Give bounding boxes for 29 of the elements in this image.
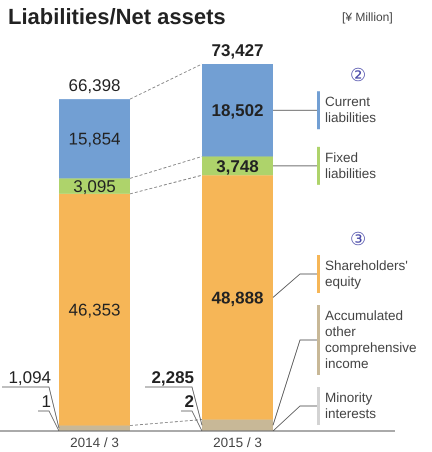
data-label: 3,748 [216,156,259,176]
data-label: 18,502 [212,101,264,120]
annotation: ③ [350,229,366,249]
text: Current liabilities [325,94,376,126]
data-label: 1,094 [8,368,51,387]
text: Minority interests [325,390,376,421]
text: Fixed liabilities [325,150,376,181]
data-label: 46,353 [68,300,120,320]
data-label: 15,854 [68,130,120,149]
chart-subtitle: [¥ Million] [342,10,393,24]
x-tick-label: 2014 / 3 [70,435,119,450]
data-label: 48,888 [212,288,264,308]
annotation: ② [350,65,366,86]
data-label: 1 [42,392,51,411]
bar [59,194,130,426]
text: Shareholders' equity [325,258,408,289]
bar [59,426,130,431]
total-label: 73,427 [212,41,264,60]
bar [202,420,273,431]
x-tick-label: 2015 / 3 [213,435,262,450]
total-label: 66,398 [68,76,120,96]
text: Accumulated other comprehensive income [325,308,417,371]
data-label: 2 [184,392,194,411]
bar [202,64,273,156]
bar [59,99,130,178]
chart-title: Liabilities/Net assets [8,4,226,29]
data-label: 2,285 [151,368,194,387]
data-label: 3,095 [73,177,116,196]
bar [202,175,273,420]
